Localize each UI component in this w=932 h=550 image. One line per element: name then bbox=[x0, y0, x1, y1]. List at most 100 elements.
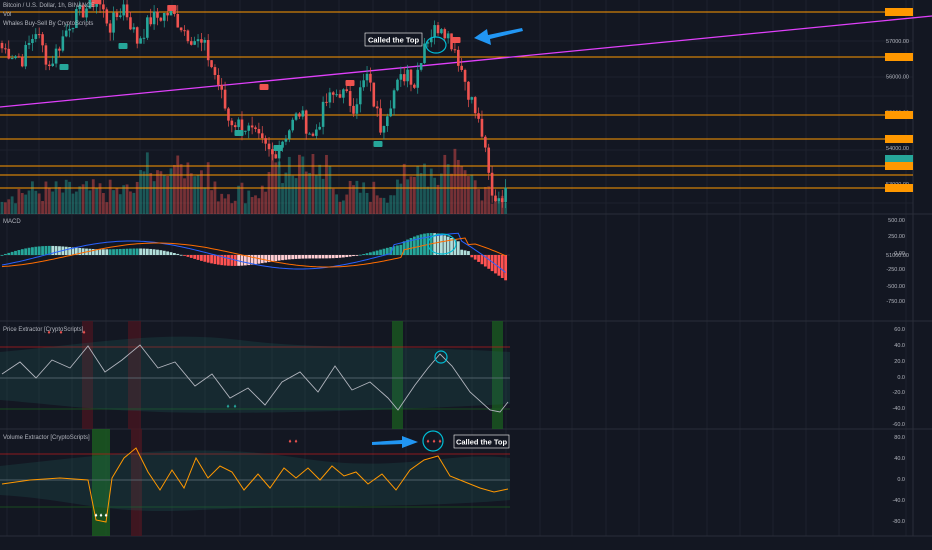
volume-bar bbox=[453, 148, 457, 214]
volume-bar bbox=[156, 170, 159, 214]
volume-bar bbox=[179, 164, 183, 214]
price-levels bbox=[0, 11, 913, 189]
candle-body bbox=[494, 195, 497, 202]
candle-body bbox=[413, 84, 416, 88]
ve-signal-mark: ♦ bbox=[94, 513, 97, 519]
candle-body bbox=[139, 38, 142, 44]
volume-bar bbox=[379, 197, 382, 214]
candle-body bbox=[146, 17, 149, 38]
candle-body bbox=[406, 69, 409, 82]
signal-tag-sell bbox=[345, 80, 355, 86]
candle-body bbox=[64, 30, 68, 37]
macd-histogram-bar bbox=[216, 255, 220, 265]
macd-histogram-bar bbox=[274, 255, 278, 262]
volume-bar bbox=[446, 164, 450, 214]
macd-histogram-bar bbox=[365, 253, 369, 255]
candle-body bbox=[119, 15, 122, 17]
macd-histogram-bar bbox=[443, 235, 447, 255]
candle-body bbox=[382, 126, 386, 133]
macd-histogram-bar bbox=[139, 248, 142, 255]
signal-tags bbox=[59, 0, 461, 151]
volume-bar bbox=[196, 175, 200, 214]
trendline[interactable] bbox=[0, 15, 932, 108]
volume-bar bbox=[220, 193, 224, 214]
macd-histogram-bar bbox=[64, 246, 68, 255]
volume-bar bbox=[287, 156, 291, 214]
macd-histogram-bar bbox=[172, 253, 176, 255]
macd-histogram-bar bbox=[385, 247, 389, 255]
candle-body bbox=[61, 36, 65, 51]
candle-body bbox=[365, 73, 369, 81]
macd-histogram-bar bbox=[159, 250, 163, 255]
pe-signal-mark: ♦ bbox=[47, 330, 50, 336]
macd-histogram-bar bbox=[325, 255, 328, 259]
candle-body bbox=[223, 89, 227, 109]
volume-bar bbox=[14, 203, 17, 214]
macd-histogram-bar bbox=[294, 255, 298, 259]
candle-body bbox=[358, 87, 362, 105]
ve-tick-label: 80.0 bbox=[894, 435, 905, 441]
volume-bar bbox=[41, 200, 44, 214]
volume-bar bbox=[365, 192, 369, 214]
macd-histogram-bar bbox=[169, 252, 173, 255]
volume-bar bbox=[335, 194, 339, 214]
macd-histogram-bar bbox=[375, 250, 379, 255]
pe-tick-label: 40.0 bbox=[894, 343, 905, 349]
candle-body bbox=[44, 45, 48, 65]
macd-histogram-bar bbox=[118, 248, 122, 255]
macd-histogram-bar bbox=[200, 255, 203, 261]
volume-bar bbox=[345, 194, 349, 214]
price-axis[interactable]: 57000.0056000.0055000.0054000.0053000.00… bbox=[885, 8, 913, 525]
volume-bar bbox=[102, 192, 105, 214]
macd-histogram-bar bbox=[331, 255, 335, 259]
candle-body bbox=[152, 11, 156, 25]
macd-histogram-bar bbox=[149, 248, 153, 255]
volume-bar bbox=[68, 181, 71, 214]
macd-histogram-bar bbox=[271, 255, 274, 262]
volume-bar bbox=[34, 190, 38, 214]
macd-histogram-bar bbox=[456, 241, 460, 255]
price-extractor-zone bbox=[128, 321, 141, 429]
volume-bar bbox=[362, 182, 366, 214]
svg-text:Called the Top: Called the Top bbox=[456, 438, 508, 447]
candle-body bbox=[402, 74, 406, 82]
macd-histogram-bar bbox=[264, 255, 268, 263]
candle-body bbox=[392, 90, 396, 109]
volume-bar bbox=[27, 190, 31, 214]
candle-body bbox=[149, 17, 153, 25]
candle-body bbox=[436, 25, 440, 34]
candle-body bbox=[315, 129, 318, 136]
macd-histogram-bar bbox=[129, 248, 132, 255]
macd-histogram-bar bbox=[412, 236, 416, 255]
volume-bar bbox=[463, 170, 467, 214]
macd-histogram-bar bbox=[345, 255, 349, 258]
volume-bar bbox=[71, 193, 75, 214]
volume-bar bbox=[304, 171, 308, 214]
volume-bar bbox=[396, 179, 399, 214]
macd-histogram-bar bbox=[318, 255, 322, 259]
candle-body bbox=[75, 9, 78, 29]
volume-bar bbox=[443, 154, 447, 214]
volume-bar bbox=[291, 175, 295, 214]
volume-bar bbox=[176, 155, 180, 214]
candle-body bbox=[58, 48, 61, 51]
volume-bar bbox=[406, 179, 409, 214]
volume-bar bbox=[267, 171, 271, 214]
volume-bar bbox=[355, 180, 359, 214]
macd-histogram-bar bbox=[0, 255, 4, 256]
macd-histogram-bar bbox=[203, 255, 207, 262]
macd-histogram-bar bbox=[189, 255, 193, 258]
macd-histogram-bar bbox=[352, 255, 355, 257]
candle-body bbox=[78, 5, 82, 10]
macd-line bbox=[1, 232, 506, 273]
ve-tick-label: 40.0 bbox=[894, 456, 905, 462]
candle-body bbox=[463, 69, 467, 82]
volume-bar bbox=[321, 178, 325, 214]
volume-bar bbox=[372, 181, 376, 214]
volume-extractor-panel: ♦ ♦ ♦♦ ♦ ♦ ♦ ♦ bbox=[0, 439, 510, 523]
volume-bar bbox=[331, 188, 335, 214]
volume-bar bbox=[436, 184, 440, 214]
candle-body bbox=[257, 129, 261, 134]
candle-body bbox=[159, 17, 163, 21]
